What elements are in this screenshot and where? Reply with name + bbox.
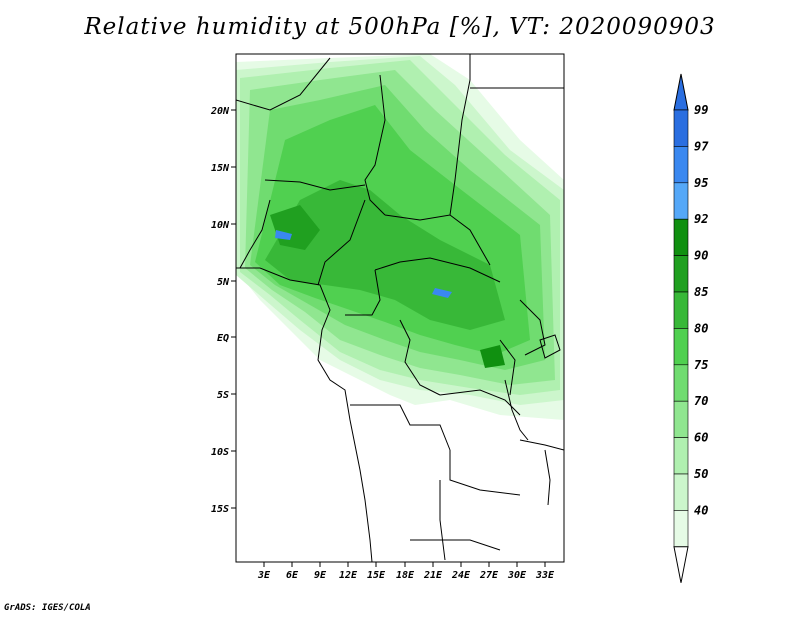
colorbar-top-arrow xyxy=(673,73,689,111)
border xyxy=(410,539,501,551)
colorbar-segment xyxy=(673,328,689,366)
lat-label: 5N xyxy=(217,277,230,288)
colorbar-segment xyxy=(673,218,689,256)
colorbar-label: 85 xyxy=(694,285,708,299)
colorbar-segment xyxy=(673,146,689,184)
lake-tanganyika xyxy=(504,379,529,441)
country-borders xyxy=(236,54,564,562)
border xyxy=(374,257,501,283)
lat-axis: 20N 15N 10N 5N EQ 5S 10S 15S xyxy=(210,106,236,515)
lon-label: 33E xyxy=(535,570,555,581)
lon-label: 18E xyxy=(396,570,415,581)
colorbar-label: 99 xyxy=(694,103,708,117)
border xyxy=(449,450,521,496)
border xyxy=(499,339,516,396)
page-title: Relative humidity at 500hPa [%], VT: 202… xyxy=(84,14,716,40)
lon-axis: 3E 6E 9E 12E 15E 18E 21E 24E 27E 30E 33E xyxy=(257,562,555,581)
lat-label: 15S xyxy=(211,504,229,515)
border xyxy=(519,439,564,451)
colorbar-label: 60 xyxy=(694,431,708,445)
lake-malawi xyxy=(544,449,551,506)
colorbar-label: 95 xyxy=(694,176,708,190)
lat-label: 20N xyxy=(210,106,230,117)
colorbar-segment xyxy=(673,255,689,293)
coastline xyxy=(236,267,373,562)
humidity-field xyxy=(236,54,564,420)
rh-contour-92 xyxy=(480,345,505,368)
colorbar: 99 97 95 92 90 85 80 75 70 60 50 40 xyxy=(673,73,709,583)
rh-contour-97b xyxy=(432,288,452,298)
lon-label: 12E xyxy=(339,570,358,581)
colorbar-segment xyxy=(673,109,689,147)
lat-label: 5S xyxy=(217,390,229,401)
border xyxy=(519,299,546,356)
colorbar-segment xyxy=(673,182,689,220)
border xyxy=(384,214,491,266)
colorbar-label: 90 xyxy=(694,249,708,263)
lake-victoria xyxy=(539,334,561,359)
colorbar-label: 50 xyxy=(694,467,708,481)
colorbar-label: 70 xyxy=(694,394,708,408)
colorbar-label: 92 xyxy=(694,212,708,226)
colorbar-bottom-arrow xyxy=(673,546,689,583)
border xyxy=(236,57,331,111)
colorbar-label: 75 xyxy=(694,358,708,372)
border xyxy=(439,480,446,561)
border xyxy=(449,54,471,216)
colorbar-segment xyxy=(673,291,689,329)
lon-label: 9E xyxy=(314,570,327,581)
colorbar-segment xyxy=(673,364,689,402)
border xyxy=(264,179,366,191)
lon-label: 24E xyxy=(451,570,471,581)
colorbar-segment xyxy=(673,437,689,475)
colorbar-segment xyxy=(673,400,689,438)
map-frame xyxy=(235,53,565,563)
colorbar-label: 40 xyxy=(694,503,708,517)
colorbar-segment xyxy=(673,510,689,548)
colorbar-segment xyxy=(673,473,689,511)
lon-label: 30E xyxy=(507,570,527,581)
lat-label: 10S xyxy=(211,447,229,458)
lon-label: 3E xyxy=(257,570,271,581)
credit-label: GrADS: IGES/COLA xyxy=(4,603,91,613)
colorbar-label: 80 xyxy=(694,321,708,335)
rh-contour-97 xyxy=(275,230,292,240)
lat-label: 15N xyxy=(211,163,230,174)
colorbar-label: 97 xyxy=(694,139,709,153)
lon-label: 27E xyxy=(479,570,499,581)
lat-label: 10N xyxy=(211,220,230,231)
border xyxy=(345,269,381,316)
lon-label: 21E xyxy=(423,570,443,581)
border xyxy=(350,404,451,451)
lat-label: EQ xyxy=(217,333,229,344)
border xyxy=(239,199,271,269)
border xyxy=(317,199,366,286)
border xyxy=(399,319,441,396)
lon-label: 15E xyxy=(367,570,386,581)
border xyxy=(439,389,521,416)
border xyxy=(364,74,386,216)
lon-label: 6E xyxy=(286,570,299,581)
